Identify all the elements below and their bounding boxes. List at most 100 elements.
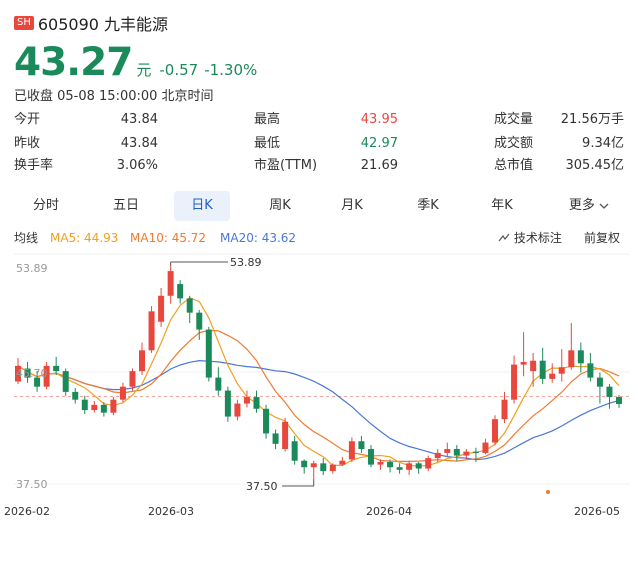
candle-body bbox=[491, 419, 498, 443]
stat-label-pe: 市盈(TTM) bbox=[254, 158, 318, 173]
ma5-line bbox=[17, 297, 620, 467]
stat-label-volume: 成交量 bbox=[494, 112, 534, 127]
candle-body bbox=[24, 368, 31, 378]
candle-body bbox=[329, 464, 336, 472]
candle-body bbox=[158, 295, 165, 322]
candle-body bbox=[530, 360, 537, 372]
candle-body bbox=[539, 360, 546, 379]
tech-annotation-toggle[interactable]: 技术标注 bbox=[498, 229, 562, 247]
candle-body bbox=[224, 390, 231, 417]
candle-body bbox=[377, 462, 384, 465]
tab-yearly-k[interactable]: 年K bbox=[491, 198, 513, 213]
candle-body bbox=[34, 377, 41, 387]
low-marker-label: 37.50 bbox=[246, 480, 278, 493]
candle-body bbox=[596, 377, 603, 387]
candle-body bbox=[43, 365, 50, 387]
candle-body bbox=[501, 399, 508, 420]
tab-quarterly-k[interactable]: 季K bbox=[417, 198, 439, 213]
candle-body bbox=[482, 442, 489, 453]
market-status: 已收盘 05-08 15:00:00 北京时间 bbox=[14, 89, 214, 104]
price-unit: 元 bbox=[136, 61, 152, 79]
ma10-line bbox=[17, 329, 620, 462]
stat-value-pe: 21.69 bbox=[360, 158, 398, 173]
price-change-percent: -1.30% bbox=[204, 61, 258, 79]
stat-label-turnover-rate: 换手率 bbox=[14, 158, 54, 173]
y-tick-label: 37.50 bbox=[16, 478, 48, 491]
candle-body bbox=[72, 391, 79, 400]
candle-body bbox=[282, 421, 289, 450]
candle-body bbox=[263, 408, 270, 434]
candlestick-chart[interactable]: 53.89 45.70 37.50 2026-02 2026-03 2026-04 2026… bbox=[0, 252, 638, 522]
candle-body bbox=[367, 449, 374, 465]
stat-label-high: 最高 bbox=[254, 112, 281, 127]
candle-body bbox=[205, 329, 212, 378]
ma5-value: MA5: 44.93 bbox=[50, 231, 119, 245]
candle-body bbox=[291, 441, 298, 461]
candle-body bbox=[139, 350, 146, 372]
candle-body bbox=[119, 386, 126, 400]
candle-body bbox=[406, 463, 413, 470]
stat-value-low: 42.97 bbox=[360, 136, 398, 151]
candle-body bbox=[616, 397, 622, 404]
candle-body bbox=[310, 463, 317, 468]
candle-body bbox=[15, 365, 21, 382]
period-tabs: 分时 五日 日K 周K 月K 季K 年K 更多 bbox=[14, 191, 624, 221]
candle-body bbox=[520, 362, 527, 365]
candle-body bbox=[81, 399, 88, 411]
candle-body bbox=[387, 462, 394, 468]
candle-body bbox=[558, 367, 565, 374]
current-price: 43.27 bbox=[14, 40, 133, 85]
stat-label-low: 最低 bbox=[254, 136, 281, 151]
candle-body bbox=[339, 460, 346, 465]
stat-value-open: 43.84 bbox=[120, 112, 158, 127]
candle-body bbox=[215, 377, 222, 391]
tab-more[interactable]: 更多 bbox=[554, 191, 624, 221]
stat-value-prev-close: 43.84 bbox=[120, 136, 158, 151]
y-tick-label: 45.70 bbox=[16, 367, 48, 380]
x-tick-label: 2026-03 bbox=[148, 505, 194, 518]
candle-body bbox=[91, 404, 98, 411]
stat-value-turnover-rate: 3.06% bbox=[116, 158, 158, 173]
candle-body bbox=[234, 403, 241, 417]
tab-five-day[interactable]: 五日 bbox=[112, 198, 139, 213]
candle-body bbox=[196, 312, 203, 330]
market-badge: SH bbox=[14, 16, 34, 30]
stat-label-open: 今开 bbox=[14, 112, 41, 127]
candle-body bbox=[253, 397, 260, 409]
ma-legend-label: 均线 bbox=[14, 231, 39, 245]
ma20-value: MA20: 43.62 bbox=[220, 231, 297, 245]
candle-body bbox=[100, 404, 107, 413]
stat-label-turnover: 成交额 bbox=[494, 136, 534, 151]
ma20-line bbox=[17, 359, 620, 461]
candle-body bbox=[358, 441, 365, 450]
candle-body bbox=[425, 458, 432, 469]
x-tick-label: 2026-04 bbox=[366, 505, 412, 518]
tab-monthly-k[interactable]: 月K bbox=[341, 198, 363, 213]
stock-header: SH 605090 九丰能源 bbox=[14, 13, 169, 34]
chevron-down-icon bbox=[599, 203, 609, 209]
stat-label-prev-close: 昨收 bbox=[14, 136, 41, 151]
candle-body bbox=[549, 373, 556, 379]
candle-body bbox=[167, 271, 174, 296]
candle-body bbox=[272, 433, 279, 444]
stat-value-turnover: 9.34亿 bbox=[582, 136, 624, 151]
tab-more-label: 更多 bbox=[568, 198, 595, 213]
tab-intraday[interactable]: 分时 bbox=[32, 198, 59, 213]
price-block: 43.27 元 -0.57 -1.30% bbox=[14, 40, 258, 85]
ma10-value: MA10: 45.72 bbox=[130, 231, 207, 245]
stock-code-name: 605090 九丰能源 bbox=[37, 15, 169, 34]
candle-body bbox=[396, 467, 403, 470]
candle-body bbox=[434, 452, 441, 459]
candle-body bbox=[320, 463, 327, 472]
stat-label-market-cap: 总市值 bbox=[494, 158, 534, 173]
adjust-mode-toggle[interactable]: 前复权 bbox=[584, 231, 621, 245]
candle-body bbox=[463, 451, 470, 456]
candle-body bbox=[301, 460, 308, 468]
candle-body bbox=[444, 449, 451, 453]
candle-body bbox=[606, 386, 613, 398]
candle-body bbox=[568, 350, 575, 368]
candle-body bbox=[348, 441, 355, 460]
stat-value-market-cap: 305.45亿 bbox=[565, 158, 625, 173]
tab-daily-k[interactable]: 日K bbox=[174, 191, 230, 221]
tab-weekly-k[interactable]: 周K bbox=[269, 198, 291, 213]
